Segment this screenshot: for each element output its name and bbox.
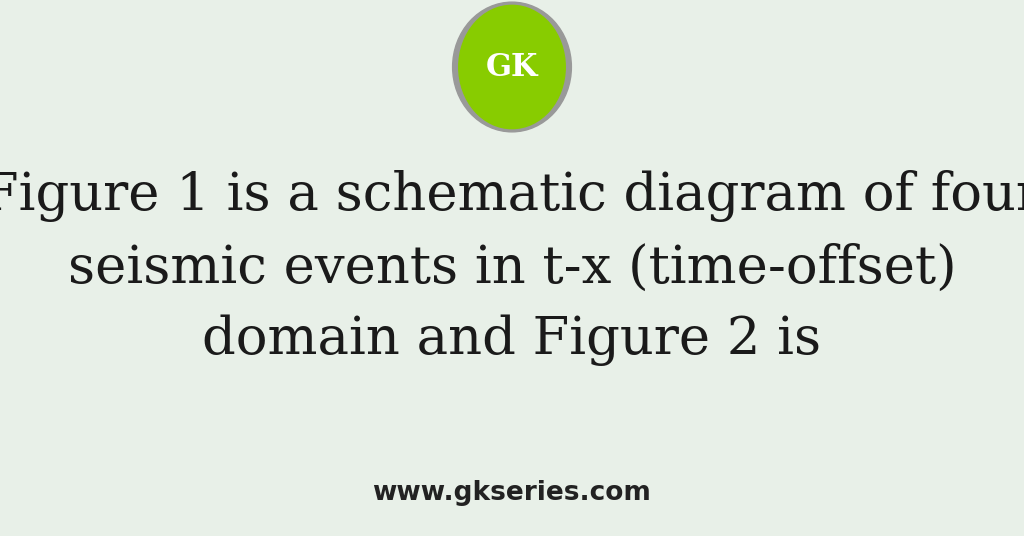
Text: GK: GK: [485, 51, 539, 83]
Ellipse shape: [453, 2, 571, 132]
Ellipse shape: [459, 5, 565, 129]
Text: Figure 1 is a schematic diagram of four
seismic events in t-x (time-offset)
doma: Figure 1 is a schematic diagram of four …: [0, 170, 1024, 366]
Text: www.gkseries.com: www.gkseries.com: [373, 480, 651, 506]
